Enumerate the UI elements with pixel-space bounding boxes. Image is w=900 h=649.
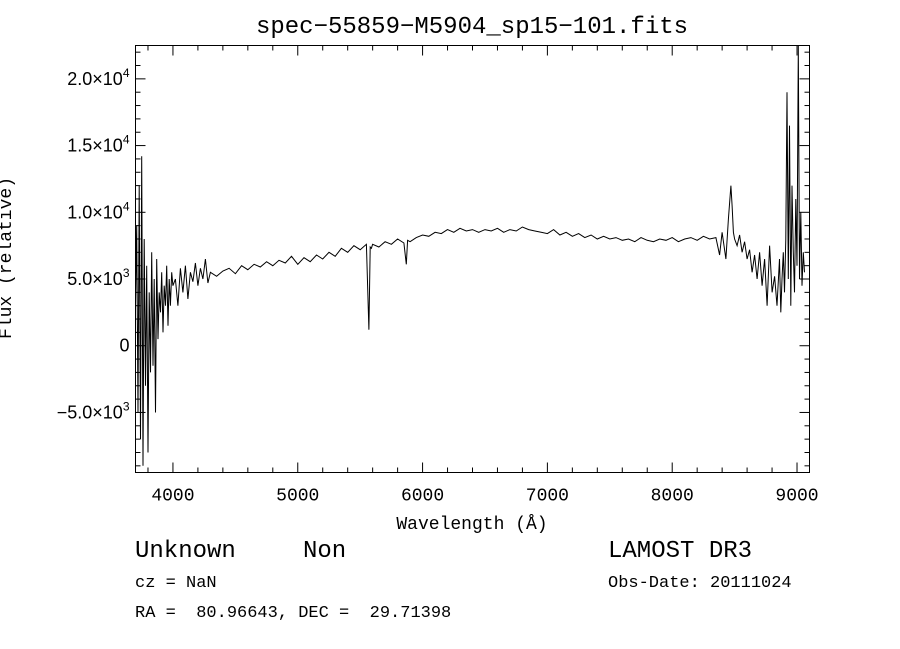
survey-name: LAMOST DR3 (608, 538, 753, 565)
x-tick-label: 9000 (775, 487, 818, 507)
spectrum-line (135, 45, 805, 466)
y-tick-label: 2.0×104 (67, 66, 130, 89)
x-tick-label: 4000 (151, 487, 194, 507)
y-tick-label: 1.0×104 (67, 199, 130, 222)
axis-ticks (135, 45, 810, 473)
chart-title: spec−55859−M5904_sp15−101.fits (256, 14, 688, 41)
coordinates: RA = 80.96643, DEC = 29.71398 (135, 604, 452, 623)
x-tick-label: 6000 (401, 487, 444, 507)
y-tick-label: −5.0×103 (57, 399, 130, 422)
plot-frame (135, 45, 810, 473)
object-class: Unknown (135, 538, 236, 565)
y-tick-label: 5.0×103 (67, 266, 130, 289)
object-subclass: Non (303, 538, 347, 565)
x-axis-label: Wavelength (Å) (396, 514, 547, 535)
y-axis-label: Flux (relative) (0, 177, 17, 339)
x-tick-label: 5000 (276, 487, 319, 507)
x-tick-label: 8000 (651, 487, 694, 507)
y-tick-label: 0 (119, 336, 129, 356)
x-tick-label: 7000 (526, 487, 569, 507)
redshift-value: cz = NaN (135, 574, 217, 593)
axis-tick-labels: 4000 5000 6000 7000 8000 9000 −5.0×103 0 5.0×103… (57, 66, 819, 507)
y-tick-label: 1.5×104 (67, 133, 130, 156)
observation-date: Obs-Date: 20111024 (608, 574, 792, 593)
